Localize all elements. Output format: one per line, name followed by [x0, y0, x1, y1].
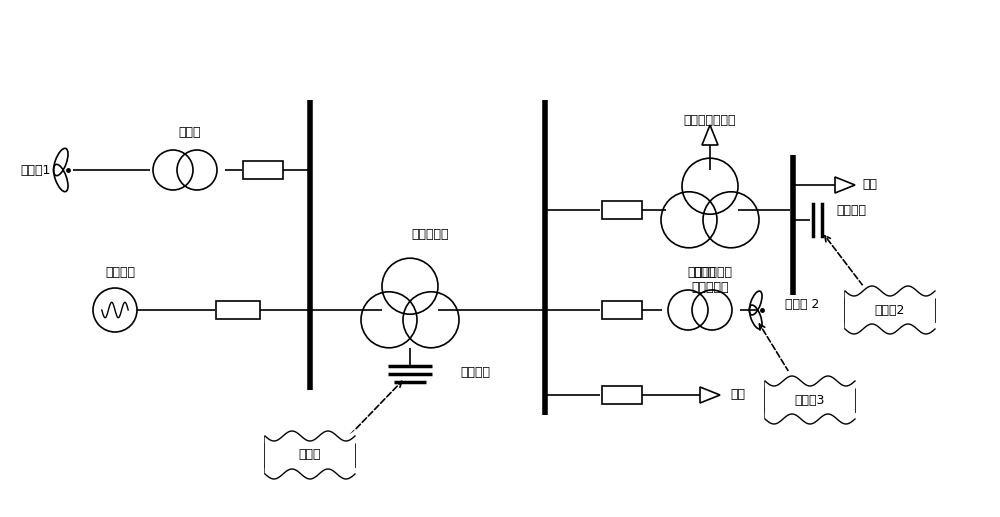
Bar	[765, 381, 855, 419]
Bar	[845, 291, 935, 329]
Bar	[602, 386, 642, 404]
Text: 枢纽变电站: 枢纽变电站	[411, 229, 449, 241]
Text: 升压变: 升压变	[179, 126, 201, 139]
Text: 负荷: 负荷	[862, 178, 877, 191]
Text: 风电场1: 风电场1	[20, 163, 50, 176]
Text: 电容器组: 电容器组	[460, 367, 490, 379]
Bar	[602, 301, 642, 319]
Text: 小水电群及负荷: 小水电群及负荷	[684, 114, 736, 127]
Text: 负荷: 负荷	[730, 388, 745, 402]
Text: 补偿点3: 补偿点3	[795, 393, 825, 406]
Bar	[243, 161, 283, 179]
Text: 电容器组: 电容器组	[836, 204, 866, 217]
Text: 风电场 2: 风电场 2	[785, 298, 819, 312]
Bar	[602, 201, 642, 219]
Text: 升压变: 升压变	[694, 266, 716, 279]
Bar	[216, 301, 260, 319]
Bar	[265, 436, 355, 474]
Text: 补偿点2: 补偿点2	[875, 303, 905, 316]
Text: 上级电网: 上级电网	[105, 266, 135, 279]
Text: 小水电群集中
并网变电站: 小水电群集中 并网变电站	[688, 266, 732, 294]
Text: 补偿点: 补偿点	[299, 449, 321, 462]
